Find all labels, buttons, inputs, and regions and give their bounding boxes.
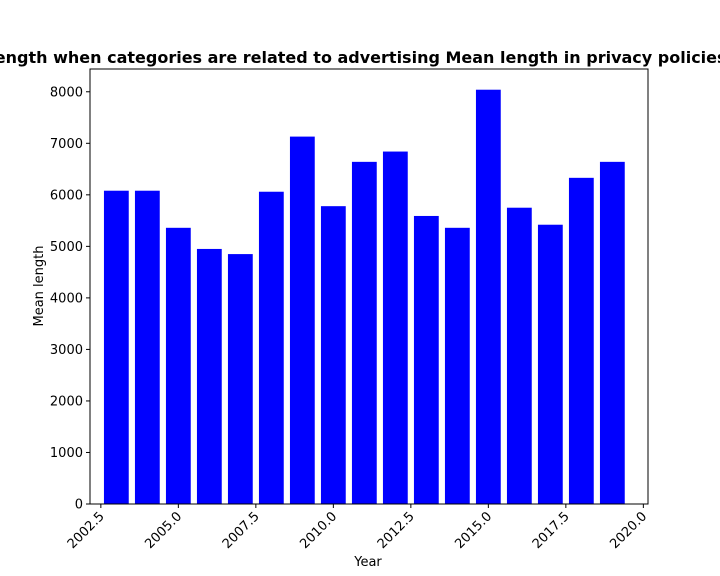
bar-2006	[196, 248, 222, 504]
bar-2013	[413, 215, 439, 504]
bar-2011	[351, 161, 377, 504]
bar-2010	[320, 206, 346, 505]
y-axis-ticks: 0 1000 2000 3000 4000 5000 6000 7000 8000	[50, 85, 90, 513]
bar-2016	[506, 207, 532, 504]
bar-2004	[134, 190, 160, 504]
bars-layer	[103, 89, 625, 505]
y-tick-label: 2000	[50, 394, 83, 409]
y-tick-label: 0	[75, 498, 83, 513]
bar-2012	[382, 151, 408, 505]
bar-2019	[599, 161, 625, 504]
bar-2005	[165, 227, 191, 504]
axes-layer	[89, 68, 649, 505]
x-tick-label: 2007.5	[220, 509, 263, 552]
x-tick-label: 2005.0	[142, 509, 185, 552]
y-tick-label: 1000	[50, 446, 83, 461]
x-tick-label: 2002.5	[65, 509, 108, 552]
bar-2003	[103, 190, 129, 504]
bar-2015	[475, 89, 501, 505]
y-tick-label: 3000	[50, 343, 83, 358]
bar-2014	[444, 227, 470, 504]
x-axis-label: Year	[353, 555, 382, 570]
x-tick-label: 2017.5	[530, 509, 573, 552]
bar-2017	[537, 224, 563, 504]
x-tick-label: 2012.5	[375, 509, 418, 552]
x-tick-label: 2020.0	[607, 509, 650, 552]
plot-frame	[89, 68, 649, 505]
y-tick-label: 8000	[50, 85, 83, 100]
y-axis-label: Mean length	[32, 246, 47, 327]
bar-2018	[568, 177, 594, 504]
y-tick-label: 4000	[50, 291, 83, 306]
chart-title: Mean length when categories are related …	[0, 48, 720, 67]
y-tick-label: 7000	[50, 137, 83, 152]
x-tick-label: 2015.0	[452, 509, 495, 552]
bar-2007	[227, 254, 253, 504]
y-tick-label: 5000	[50, 240, 83, 255]
bar-2008	[258, 191, 284, 505]
x-axis-ticks: 2002.5 2005.0 2007.5 2010.0 2012.5 2015.0 2017…	[65, 504, 650, 552]
x-tick-label: 2010.0	[297, 509, 340, 552]
y-tick-label: 6000	[50, 188, 83, 203]
bar-2009	[289, 136, 315, 504]
